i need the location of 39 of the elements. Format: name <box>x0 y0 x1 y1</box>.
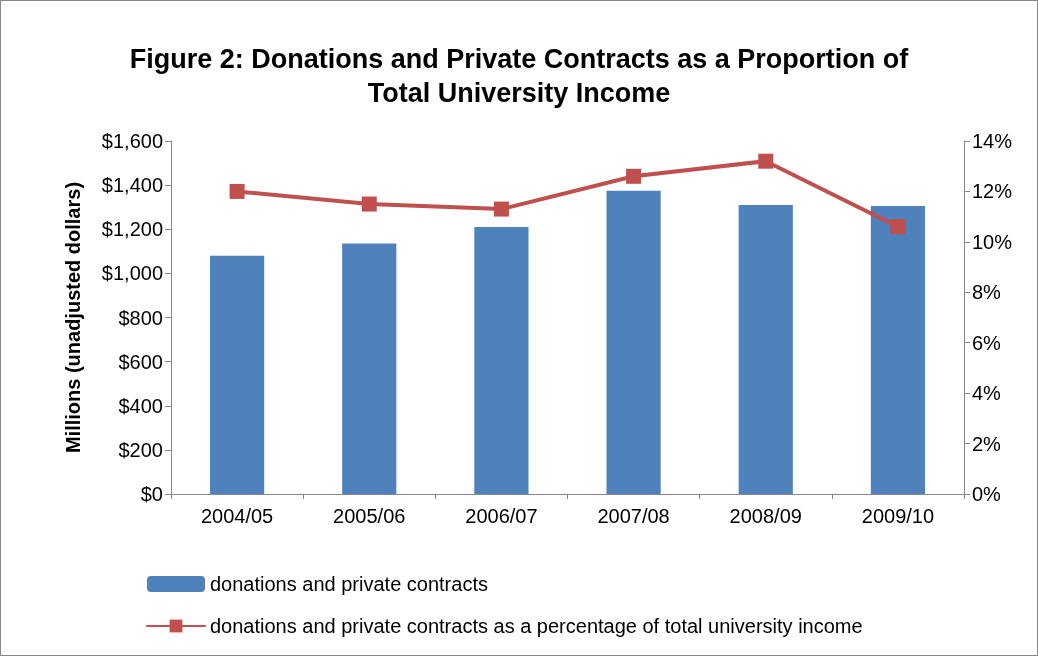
y2-tick-label: 14% <box>972 130 1013 152</box>
y-tick-label: $1,600 <box>101 130 163 152</box>
y2-tick-label: 8% <box>972 281 1002 304</box>
y2-tick-label: 12% <box>972 180 1013 203</box>
x-tick-label: 2009/10 <box>861 505 935 527</box>
bar <box>342 243 397 494</box>
x-tick-label: 2007/08 <box>597 505 670 527</box>
bar <box>209 255 265 494</box>
y-tick-label: $1,400 <box>101 174 163 197</box>
x-tick-label: 2006/07 <box>465 505 538 527</box>
chart-title: Figure 2: Donations and Private Contracts as a Proportion of Total University Income <box>129 44 910 108</box>
y2-tick-label: 2% <box>972 432 1002 455</box>
legend-label: donations and private contracts <box>210 573 488 595</box>
y-tick-label: $400 <box>118 394 163 417</box>
x-tick-label: 2004/05 <box>200 505 274 527</box>
y-tick-label: $0 <box>140 483 163 505</box>
y-tick-label: $200 <box>118 438 163 461</box>
point <box>229 183 245 199</box>
point <box>493 201 509 217</box>
point <box>890 219 906 235</box>
y2-tick-label: 4% <box>972 382 1002 405</box>
y-axis-title: Millions (unadjusted dollars) <box>62 181 84 454</box>
y2-tick-label: 6% <box>972 331 1002 354</box>
bar <box>606 190 661 494</box>
y2-tick-label: 0% <box>972 483 1002 505</box>
legend-label: donations and private contracts as a percentage of total university income <box>210 615 863 637</box>
y-tick-label: $800 <box>118 306 163 329</box>
x-tick-label: 2008/09 <box>729 505 802 527</box>
y-tick-label: $1,200 <box>101 218 163 241</box>
point <box>626 168 642 184</box>
point <box>758 153 774 169</box>
y-tick-label: $600 <box>118 350 163 373</box>
point <box>361 196 377 212</box>
x-tick-label: 2005/06 <box>333 505 406 527</box>
y-tick-label: $1,000 <box>101 262 163 285</box>
y2-tick-label: 10% <box>972 230 1013 253</box>
bar <box>738 204 793 494</box>
bar <box>870 206 926 494</box>
bar <box>474 227 529 494</box>
